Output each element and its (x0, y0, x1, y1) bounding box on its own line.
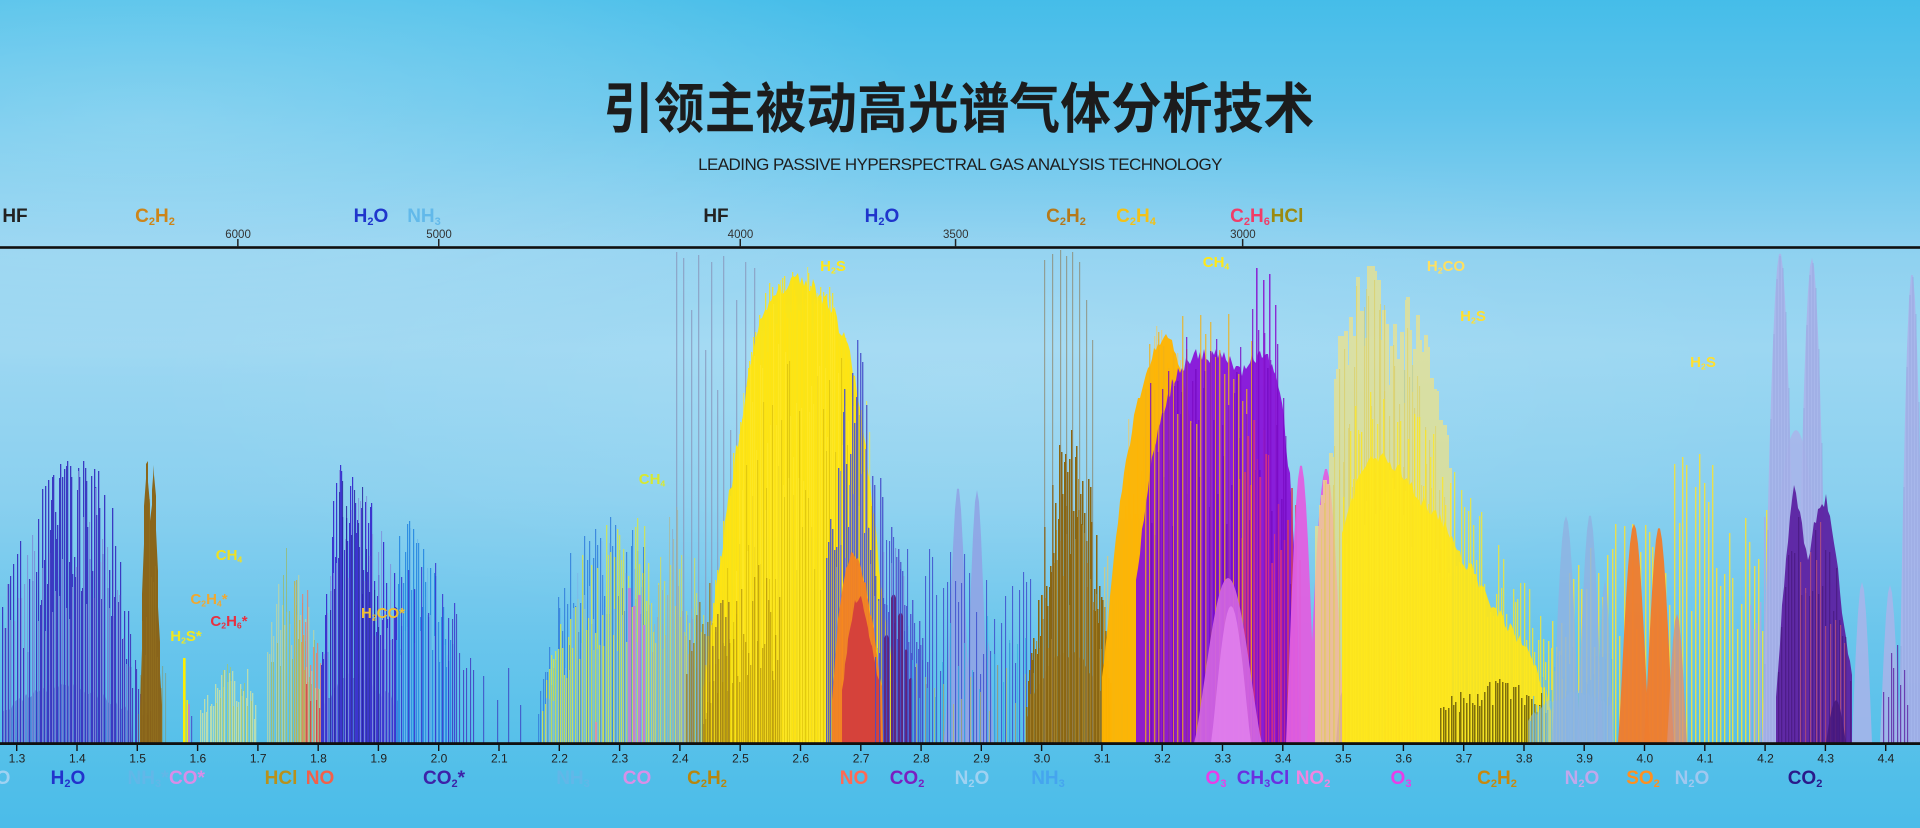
svg-text:2.8: 2.8 (913, 752, 930, 766)
svg-text:HF: HF (2, 206, 27, 227)
svg-text:3.2: 3.2 (1154, 752, 1171, 766)
svg-text:3.3: 3.3 (1214, 752, 1231, 766)
svg-text:C2​H2​: C2​H2​ (1477, 768, 1517, 790)
svg-text:4.2: 4.2 (1757, 752, 1774, 766)
svg-text:N2​O: N2​O (955, 768, 990, 790)
svg-text:2.2: 2.2 (551, 752, 568, 766)
svg-text:C2​H2​: C2​H2​ (687, 768, 727, 790)
svg-text:3.4: 3.4 (1275, 752, 1292, 766)
svg-text:CO2​*: CO2​* (423, 768, 466, 790)
svg-text:LEADING PASSIVE HYPERSPECTRAL: LEADING PASSIVE HYPERSPECTRAL GAS ANALYS… (698, 155, 1222, 174)
svg-text:C2​H4​: C2​H4​ (1116, 206, 1157, 228)
svg-text:6000: 6000 (225, 229, 251, 241)
svg-text:1.4: 1.4 (69, 752, 86, 766)
svg-text:CH4​: CH4​ (1203, 254, 1230, 272)
svg-text:2.4: 2.4 (672, 752, 689, 766)
svg-text:4.1: 4.1 (1697, 752, 1714, 766)
svg-text:H2​O: H2​O (354, 206, 389, 228)
svg-text:H2​S: H2​S (820, 258, 846, 276)
svg-text:2.5: 2.5 (732, 752, 749, 766)
svg-text:CH4​: CH4​ (639, 471, 666, 489)
svg-text:CO2​: CO2​ (1788, 768, 1823, 790)
svg-text:3500: 3500 (943, 229, 969, 241)
svg-text:3.7: 3.7 (1456, 752, 1473, 766)
svg-text:3.6: 3.6 (1395, 752, 1412, 766)
svg-text:NO: NO (840, 768, 869, 789)
svg-text:HCl: HCl (265, 768, 298, 789)
svg-text:NH3​: NH3​ (407, 206, 441, 228)
svg-text:CH4​: CH4​ (216, 547, 243, 565)
svg-text:3.0: 3.0 (1034, 752, 1051, 766)
svg-text:N2​O: N2​O (1675, 768, 1710, 790)
svg-text:1.3: 1.3 (9, 752, 26, 766)
svg-text:3.5: 3.5 (1335, 752, 1352, 766)
svg-text:C2​H2​: C2​H2​ (135, 206, 175, 228)
svg-text:4.4: 4.4 (1878, 752, 1895, 766)
svg-text:2.7: 2.7 (853, 752, 870, 766)
svg-text:2.3: 2.3 (612, 752, 629, 766)
svg-text:C2​H6​*: C2​H6​* (210, 613, 247, 631)
svg-text:C2​H4​*: C2​H4​* (190, 591, 227, 609)
svg-text:2​O: 2​O (0, 768, 10, 790)
svg-text:1.9: 1.9 (370, 752, 387, 766)
svg-text:NO2​: NO2​ (1296, 768, 1331, 790)
svg-text:N2​O: N2​O (1565, 768, 1600, 790)
svg-text:NO: NO (306, 768, 335, 789)
svg-text:2.1: 2.1 (491, 752, 508, 766)
svg-text:O3​: O3​ (1391, 768, 1412, 790)
svg-text:2.0: 2.0 (431, 752, 448, 766)
svg-text:NH3​: NH3​ (1031, 768, 1065, 790)
svg-text:H2​CO*: H2​CO* (361, 605, 405, 623)
svg-text:4.3: 4.3 (1817, 752, 1834, 766)
svg-text:H2​CO: H2​CO (1427, 258, 1466, 276)
svg-text:C2​H2​: C2​H2​ (1046, 206, 1086, 228)
svg-text:H2​S*: H2​S* (170, 628, 202, 646)
svg-text:2.6: 2.6 (792, 752, 809, 766)
svg-text:4000: 4000 (728, 229, 754, 241)
svg-text:SO2​: SO2​ (1626, 768, 1660, 790)
svg-text:H2​S: H2​S (1460, 308, 1486, 326)
svg-text:3.8: 3.8 (1516, 752, 1533, 766)
svg-text:3.1: 3.1 (1094, 752, 1111, 766)
svg-text:CO: CO (623, 768, 652, 789)
svg-text:1.5: 1.5 (129, 752, 146, 766)
svg-text:4.0: 4.0 (1636, 752, 1653, 766)
svg-text:HF: HF (703, 206, 728, 227)
svg-text:1.6: 1.6 (190, 752, 207, 766)
svg-text:1.7: 1.7 (250, 752, 267, 766)
svg-text:5000: 5000 (426, 229, 452, 241)
svg-text:CH3​Cl: CH3​Cl (1237, 768, 1290, 790)
svg-text:H2​O: H2​O (865, 206, 900, 228)
svg-text:NH3​: NH3​ (556, 768, 590, 790)
svg-text:C2​H6​: C2​H6​ (1230, 206, 1270, 228)
svg-text:CO2​: CO2​ (890, 768, 925, 790)
svg-text:H2​S: H2​S (1690, 354, 1716, 372)
svg-text:H2​O: H2​O (51, 768, 86, 790)
svg-text:HCl: HCl (1271, 206, 1304, 227)
svg-text:O3​: O3​ (1206, 768, 1227, 790)
svg-text:2.9: 2.9 (973, 752, 990, 766)
svg-text:NH3​*: NH3​* (128, 768, 170, 790)
svg-text:3.9: 3.9 (1576, 752, 1593, 766)
svg-text:1.8: 1.8 (310, 752, 327, 766)
svg-text:3000: 3000 (1230, 229, 1256, 241)
svg-text:CO*: CO* (169, 768, 206, 789)
